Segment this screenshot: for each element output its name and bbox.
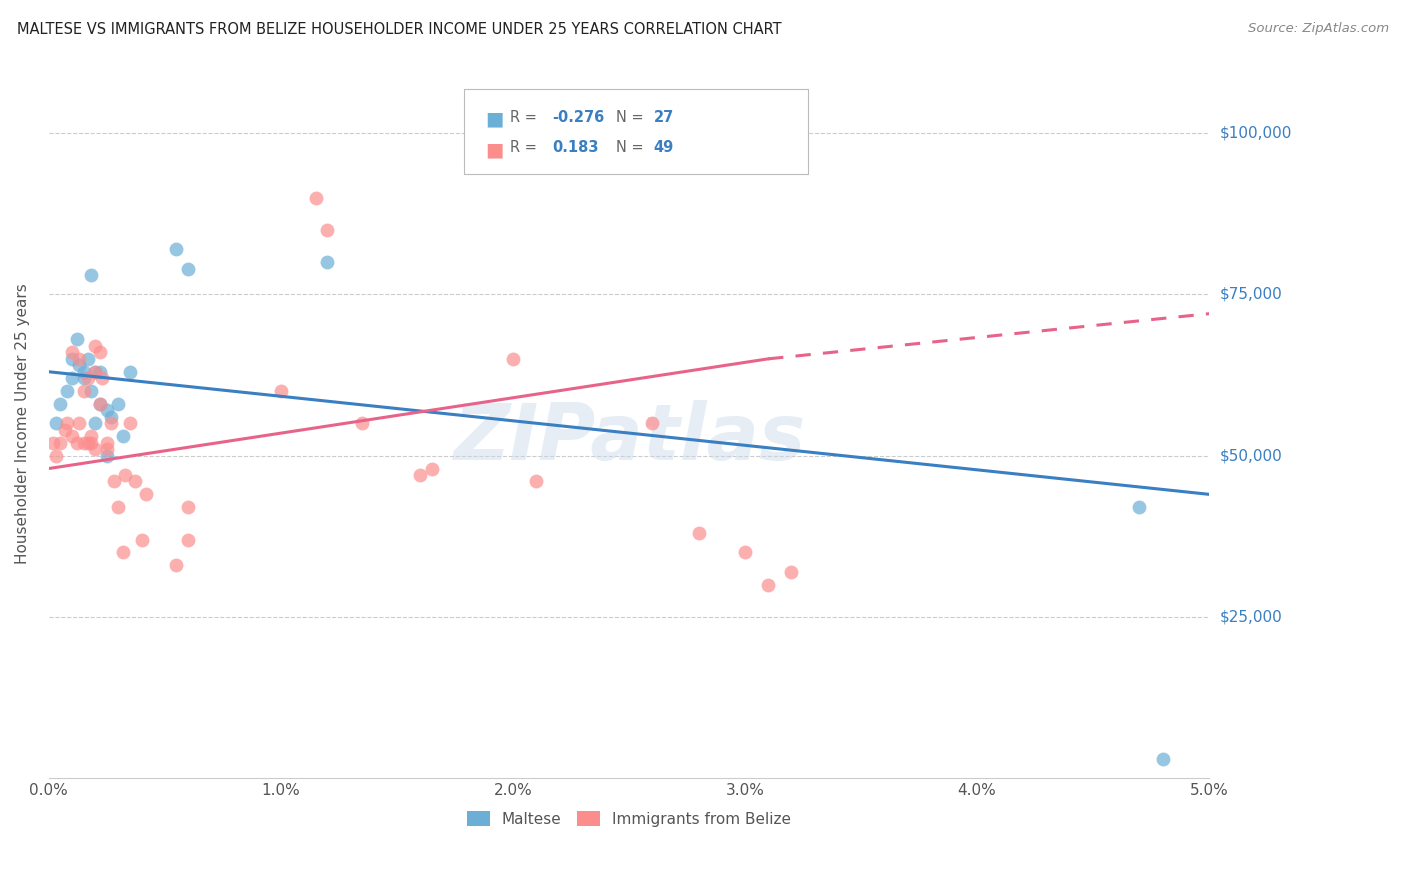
Point <box>100 417 122 431</box>
Point <box>60 345 83 359</box>
Point <box>96 449 118 463</box>
Text: 0.183: 0.183 <box>553 140 599 155</box>
Point <box>72 435 94 450</box>
Text: 49: 49 <box>654 140 673 155</box>
Text: N =: N = <box>616 110 648 125</box>
Point <box>107 500 129 515</box>
Text: ■: ■ <box>485 110 503 128</box>
Point <box>502 351 524 366</box>
Point <box>89 397 111 411</box>
Point <box>45 417 67 431</box>
Legend: Maltese, Immigrants from Belize: Maltese, Immigrants from Belize <box>460 803 799 834</box>
Point <box>135 487 157 501</box>
Point <box>780 565 803 579</box>
Text: $25,000: $25,000 <box>1220 609 1282 624</box>
Point <box>72 384 94 398</box>
Text: R =: R = <box>510 110 541 125</box>
Point <box>124 475 146 489</box>
Text: $75,000: $75,000 <box>1220 287 1282 301</box>
Point <box>270 384 292 398</box>
Point <box>67 417 90 431</box>
Point <box>524 475 547 489</box>
Y-axis label: Householder Income Under 25 years: Householder Income Under 25 years <box>15 283 30 564</box>
Point <box>84 442 107 457</box>
Text: MALTESE VS IMMIGRANTS FROM BELIZE HOUSEHOLDER INCOME UNDER 25 YEARS CORRELATION : MALTESE VS IMMIGRANTS FROM BELIZE HOUSEH… <box>17 22 782 37</box>
Point <box>60 371 83 385</box>
Text: ZIPatlas: ZIPatlas <box>453 400 806 475</box>
Point <box>100 409 122 424</box>
Point <box>79 435 101 450</box>
Text: N =: N = <box>616 140 648 155</box>
Point <box>316 255 339 269</box>
Point <box>316 223 339 237</box>
Point <box>420 461 443 475</box>
Point <box>60 351 83 366</box>
Point <box>84 339 107 353</box>
Point <box>56 417 79 431</box>
Point <box>111 429 134 443</box>
Point <box>77 351 100 366</box>
Point <box>111 545 134 559</box>
Point <box>177 261 200 276</box>
Point <box>688 526 710 541</box>
Point <box>77 371 100 385</box>
Text: $50,000: $50,000 <box>1220 448 1282 463</box>
Point <box>79 429 101 443</box>
Point <box>89 365 111 379</box>
Point <box>103 475 125 489</box>
Point <box>165 558 187 573</box>
Point <box>65 333 87 347</box>
Point <box>49 397 72 411</box>
Text: $100,000: $100,000 <box>1220 126 1292 141</box>
Point <box>177 500 200 515</box>
Text: -0.276: -0.276 <box>553 110 605 125</box>
Text: Source: ZipAtlas.com: Source: ZipAtlas.com <box>1249 22 1389 36</box>
Point <box>118 365 141 379</box>
Point <box>350 417 373 431</box>
Point <box>756 577 779 591</box>
Point <box>42 435 65 450</box>
Point <box>84 365 107 379</box>
Point <box>67 359 90 373</box>
Point <box>107 397 129 411</box>
Point <box>79 384 101 398</box>
Point <box>91 371 114 385</box>
Point <box>84 417 107 431</box>
Point <box>734 545 756 559</box>
Point <box>96 403 118 417</box>
Point <box>114 467 136 482</box>
Text: ■: ■ <box>485 140 503 159</box>
Point <box>165 242 187 256</box>
Text: R =: R = <box>510 140 547 155</box>
Point <box>79 268 101 282</box>
Point <box>96 435 118 450</box>
Point <box>89 345 111 359</box>
Point <box>96 442 118 457</box>
Point <box>118 417 141 431</box>
Point <box>304 190 326 204</box>
Point <box>49 435 72 450</box>
Point <box>45 449 67 463</box>
Point <box>131 533 153 547</box>
Point <box>53 423 76 437</box>
Point <box>77 435 100 450</box>
Text: 27: 27 <box>654 110 673 125</box>
Point <box>1152 752 1174 766</box>
Point <box>72 365 94 379</box>
Point <box>84 365 107 379</box>
Point <box>89 397 111 411</box>
Point <box>1128 500 1150 515</box>
Point <box>56 384 79 398</box>
Point <box>641 417 664 431</box>
Point <box>67 351 90 366</box>
Point <box>60 429 83 443</box>
Point <box>177 533 200 547</box>
Point <box>409 467 432 482</box>
Point <box>72 371 94 385</box>
Point <box>65 435 87 450</box>
